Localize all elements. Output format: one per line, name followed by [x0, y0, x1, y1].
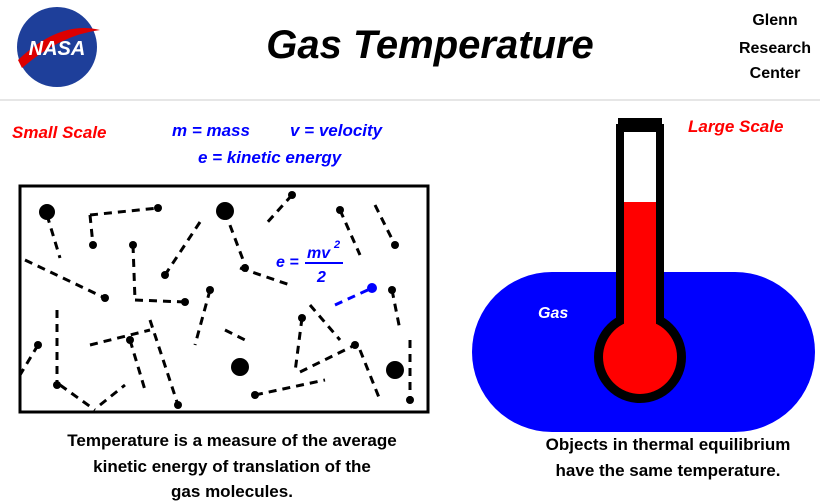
center-line: Center [750, 65, 801, 82]
nasa-logo: NASA [17, 7, 100, 87]
center-line: Research [739, 40, 811, 57]
molecules [34, 191, 414, 409]
gas-box [18, 184, 430, 414]
center-line: Glenn [752, 12, 797, 29]
caption: Objects in thermal equilibrium [546, 435, 791, 454]
legend: v = velocity [290, 121, 384, 140]
thermometer [594, 118, 686, 403]
caption: Temperature is a measure of the average [67, 431, 396, 450]
caption: have the same temperature. [556, 461, 781, 480]
title: Gas Temperature [266, 23, 594, 67]
formula-exponent: 2 [333, 239, 340, 251]
caption: gas molecules. [171, 482, 293, 501]
logo-text: NASA [29, 38, 86, 60]
small-scale-label: Small Scale [12, 123, 107, 142]
large-scale-label: Large Scale [688, 117, 783, 136]
formula: e = mv 2 2 [276, 239, 343, 286]
gas-label: Gas [538, 305, 568, 322]
formula-lhs: e = [276, 254, 299, 271]
legend: m = mass [172, 121, 250, 140]
molecule-paths [18, 193, 412, 412]
legend: e = kinetic energy [198, 148, 343, 167]
formula-denominator: 2 [316, 269, 326, 286]
caption: kinetic energy of translation of the [93, 457, 371, 476]
formula-numerator: mv [307, 245, 331, 262]
